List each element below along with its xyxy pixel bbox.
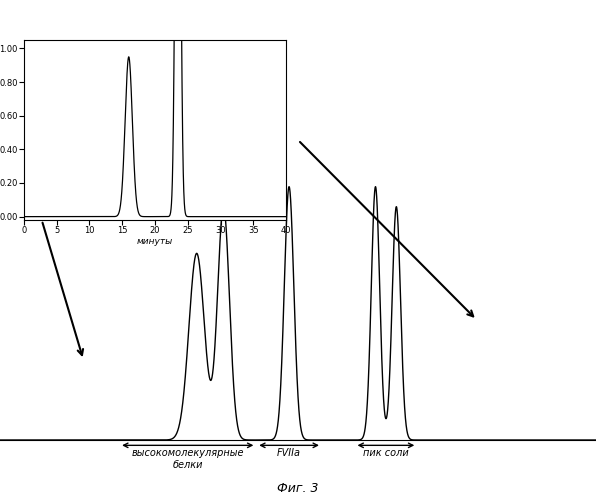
X-axis label: минуты: минуты [137, 236, 173, 246]
Text: Фиг. 3: Фиг. 3 [277, 482, 319, 495]
Text: пик соли: пик соли [363, 448, 409, 458]
Text: высокомолекулярные
белки: высокомолекулярные белки [132, 448, 244, 469]
Text: FVIIa: FVIIa [277, 448, 301, 458]
